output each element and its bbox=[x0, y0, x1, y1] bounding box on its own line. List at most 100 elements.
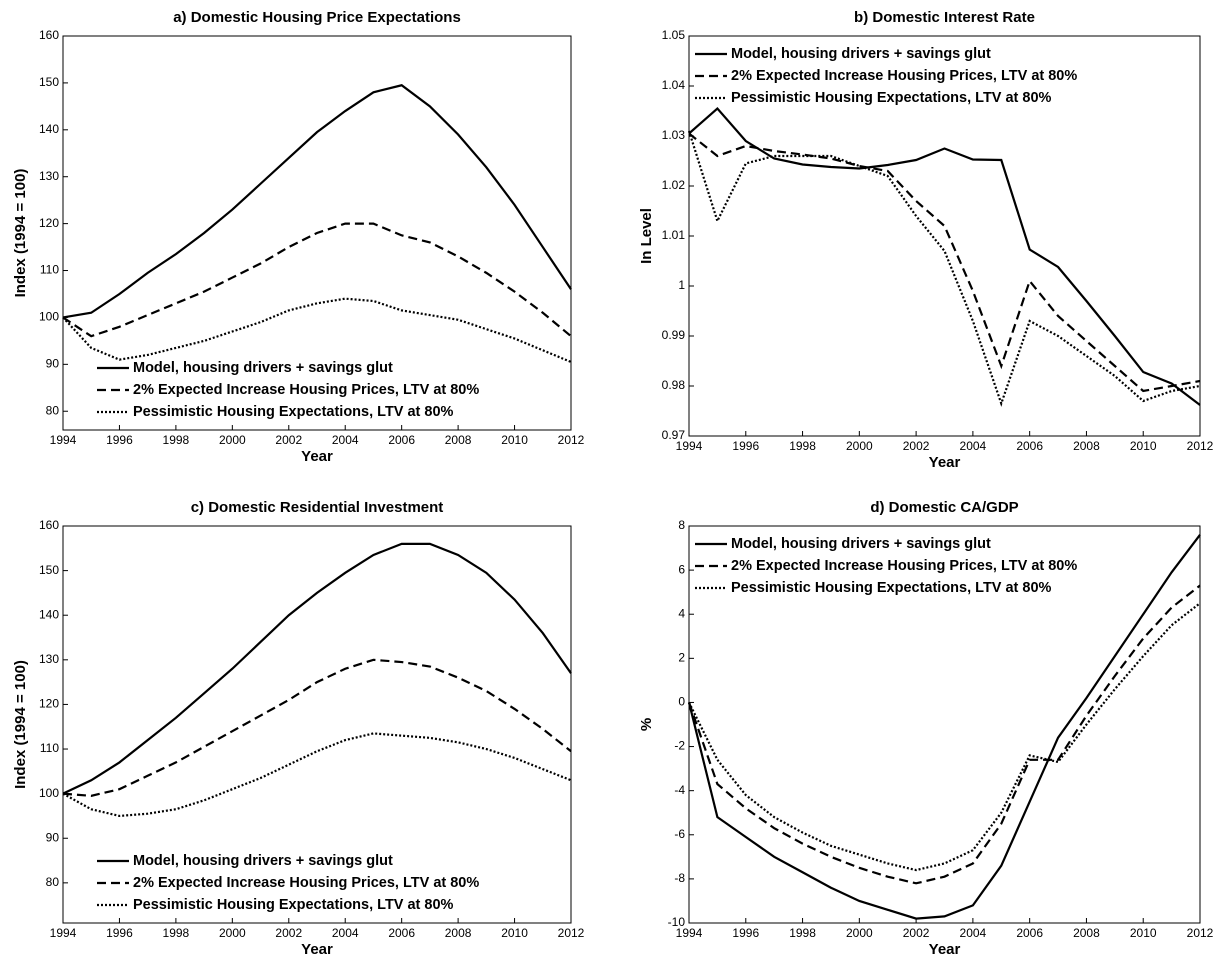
x-tick-label: 2004 bbox=[332, 926, 359, 940]
y-tick-label: 0 bbox=[678, 695, 685, 709]
y-tick-label: 1 bbox=[678, 278, 685, 292]
series-line bbox=[62, 732, 572, 818]
legend-label: Pessimistic Housing Expectations, LTV at… bbox=[133, 897, 454, 913]
y-tick-label: -2 bbox=[674, 739, 685, 753]
x-tick-label: 2002 bbox=[275, 926, 302, 940]
y-tick-label: 120 bbox=[39, 697, 59, 711]
series-line bbox=[62, 84, 572, 319]
y-tick-label: 100 bbox=[39, 786, 59, 800]
y-tick-label: 80 bbox=[46, 875, 60, 889]
y-tick-label: 140 bbox=[39, 122, 59, 136]
plot-frame bbox=[688, 525, 1201, 924]
legend-label: Model, housing drivers + savings glut bbox=[731, 46, 991, 62]
x-tick-label: 2012 bbox=[558, 433, 585, 447]
y-tick-label: 80 bbox=[46, 403, 60, 417]
x-axis-label: Year bbox=[929, 941, 961, 958]
chart-title: d) Domestic CA/GDP bbox=[870, 499, 1018, 516]
y-tick-label: 110 bbox=[40, 263, 59, 277]
x-tick-label: 2006 bbox=[1016, 439, 1043, 453]
series-line bbox=[687, 534, 1201, 920]
x-tick-label: 2008 bbox=[1073, 439, 1100, 453]
y-tick-label: 150 bbox=[39, 75, 59, 89]
x-tick-label: 1996 bbox=[106, 433, 133, 447]
x-tick-label: 2008 bbox=[1073, 926, 1100, 940]
legend-label: Pessimistic Housing Expectations, LTV at… bbox=[731, 580, 1052, 596]
y-tick-label: -6 bbox=[674, 827, 685, 841]
legend-label: 2% Expected Increase Housing Prices, LTV… bbox=[731, 68, 1077, 84]
x-tick-label: 2002 bbox=[903, 926, 930, 940]
chart-title: c) Domestic Residential Investment bbox=[191, 499, 444, 516]
x-tick-label: 1998 bbox=[789, 439, 816, 453]
legend-label: Model, housing drivers + savings glut bbox=[731, 536, 991, 552]
x-tick-label: 2012 bbox=[1187, 439, 1214, 453]
legend-label: 2% Expected Increase Housing Prices, LTV… bbox=[133, 382, 479, 398]
x-tick-label: 2012 bbox=[1187, 926, 1214, 940]
x-tick-label: 2004 bbox=[960, 926, 987, 940]
y-tick-label: 90 bbox=[46, 830, 60, 844]
y-tick-label: 2 bbox=[678, 651, 685, 665]
x-axis-label: Year bbox=[301, 941, 333, 958]
y-tick-label: -4 bbox=[674, 783, 685, 797]
y-tick-label: 1.02 bbox=[662, 178, 686, 192]
series-line bbox=[62, 297, 572, 364]
legend-label: Pessimistic Housing Expectations, LTV at… bbox=[731, 90, 1052, 106]
y-tick-label: 0.99 bbox=[662, 328, 686, 342]
x-tick-label: 2010 bbox=[501, 926, 528, 940]
x-tick-label: 2002 bbox=[903, 439, 930, 453]
x-tick-label: 1994 bbox=[676, 926, 703, 940]
x-tick-label: 2000 bbox=[846, 926, 873, 940]
x-tick-label: 2008 bbox=[445, 433, 472, 447]
y-tick-label: 1.05 bbox=[662, 28, 686, 42]
legend-label: Model, housing drivers + savings glut bbox=[133, 360, 393, 376]
y-tick-label: 160 bbox=[39, 28, 59, 42]
y-tick-label: 0.98 bbox=[662, 378, 686, 392]
y-tick-label: 130 bbox=[39, 652, 59, 666]
series-line bbox=[687, 584, 1201, 885]
y-tick-label: 110 bbox=[40, 741, 59, 755]
x-tick-label: 1996 bbox=[106, 926, 133, 940]
legend-label: 2% Expected Increase Housing Prices, LTV… bbox=[731, 558, 1077, 574]
y-tick-label: 100 bbox=[39, 310, 59, 324]
series-line bbox=[62, 542, 572, 795]
x-tick-label: 2010 bbox=[1130, 439, 1157, 453]
x-tick-label: 1998 bbox=[789, 926, 816, 940]
x-tick-label: 2002 bbox=[275, 433, 302, 447]
y-tick-label: 150 bbox=[39, 563, 59, 577]
x-tick-label: 2012 bbox=[558, 926, 585, 940]
series-line bbox=[688, 602, 1201, 872]
y-tick-label: 90 bbox=[46, 357, 60, 371]
y-axis-label: % bbox=[638, 718, 655, 731]
x-tick-label: 1996 bbox=[732, 926, 759, 940]
x-tick-label: 1994 bbox=[50, 433, 77, 447]
x-tick-label: 1998 bbox=[163, 926, 190, 940]
x-tick-label: 2000 bbox=[219, 926, 246, 940]
x-tick-label: 1998 bbox=[163, 433, 190, 447]
x-tick-label: 2010 bbox=[501, 433, 528, 447]
x-tick-label: 2008 bbox=[445, 926, 472, 940]
plot-frame bbox=[62, 35, 572, 431]
y-tick-label: 120 bbox=[39, 216, 59, 230]
series-line bbox=[688, 132, 1201, 393]
y-tick-label: -8 bbox=[674, 871, 685, 885]
x-tick-label: 1996 bbox=[732, 439, 759, 453]
legend-label: Model, housing drivers + savings glut bbox=[133, 853, 393, 869]
y-tick-label: 1.01 bbox=[662, 228, 686, 242]
y-axis-label: In Level bbox=[638, 208, 655, 264]
y-tick-label: 6 bbox=[678, 562, 685, 576]
y-tick-label: 1.03 bbox=[662, 128, 686, 142]
series-line bbox=[62, 658, 572, 797]
series-line bbox=[687, 130, 1201, 407]
x-axis-label: Year bbox=[301, 448, 333, 465]
x-tick-label: 1994 bbox=[50, 926, 77, 940]
y-tick-label: -10 bbox=[668, 915, 686, 929]
x-tick-label: 2000 bbox=[219, 433, 246, 447]
series-line bbox=[62, 222, 572, 338]
y-tick-label: 4 bbox=[678, 606, 685, 620]
y-axis-label: Index (1994 = 100) bbox=[12, 169, 29, 298]
chart-title: b) Domestic Interest Rate bbox=[854, 9, 1035, 26]
plot-frame bbox=[62, 525, 572, 924]
x-tick-label: 2006 bbox=[388, 433, 415, 447]
legend-label: 2% Expected Increase Housing Prices, LTV… bbox=[133, 875, 479, 891]
y-tick-label: 0.97 bbox=[662, 428, 686, 442]
